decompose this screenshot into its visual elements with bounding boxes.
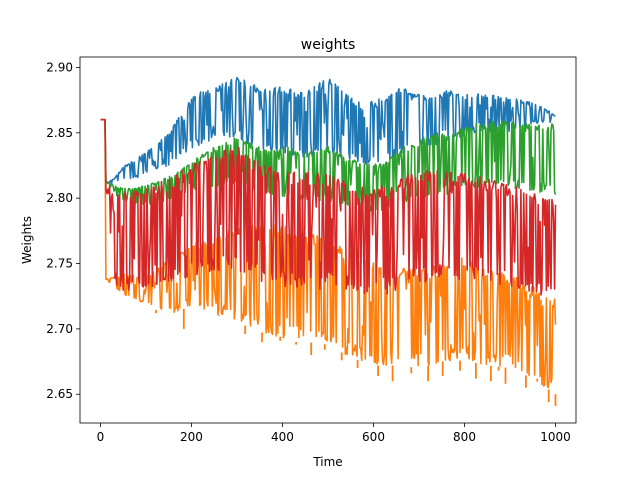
x-tick-label: 400	[271, 430, 294, 444]
x-tick-label: 600	[362, 430, 385, 444]
series-1	[100, 76, 556, 186]
series-1-line	[100, 76, 556, 186]
x-tick-label: 1000	[540, 430, 571, 444]
x-tick-label: 200	[180, 430, 203, 444]
x-axis-label: Time	[312, 455, 342, 469]
y-axis-ticks: 2.65 2.70 2.75 2.80 2.85 2.90	[46, 60, 80, 401]
y-tick-label: 2.65	[46, 387, 73, 401]
y-tick-label: 2.85	[46, 126, 73, 140]
y-tick-label: 2.70	[46, 322, 73, 336]
y-tick-label: 2.80	[46, 191, 73, 205]
chart-title: weights	[301, 37, 356, 53]
x-tick-label: 0	[97, 430, 105, 444]
x-tick-label: 800	[453, 430, 476, 444]
series-4-line	[100, 118, 557, 296]
plot-frame	[79, 56, 577, 424]
y-tick-label: 2.90	[46, 60, 73, 74]
y-axis-label: Weights	[20, 216, 34, 264]
series-layer	[100, 76, 557, 406]
x-axis-ticks: 0 200 400 600 800 1000	[97, 423, 571, 444]
y-tick-label: 2.75	[46, 257, 73, 271]
series-4	[100, 118, 557, 296]
